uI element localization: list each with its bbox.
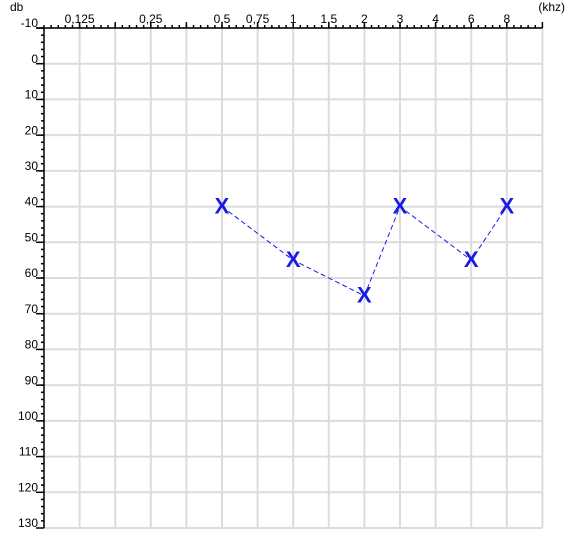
y-tick-label: 50 (25, 230, 39, 244)
x-axis-label: (khz) (538, 0, 565, 14)
y-tick-label: 10 (25, 88, 39, 102)
marker: X (357, 283, 372, 308)
y-axis-label: db (10, 0, 24, 14)
y-tick-label: 90 (25, 373, 39, 387)
y-tick-label: -10 (21, 16, 39, 30)
y-tick-label: 120 (18, 480, 38, 494)
x-tick-label: 0,25 (139, 12, 163, 26)
x-tick-label: 6 (468, 12, 475, 26)
marker: X (464, 247, 479, 272)
y-tick-label: 70 (25, 302, 39, 316)
y-tick-label: 0 (31, 52, 38, 66)
x-tick-label: 0,125 (65, 12, 95, 26)
marker: X (286, 247, 301, 272)
y-tick-label: 40 (25, 195, 39, 209)
y-tick-label: 130 (18, 516, 38, 530)
y-tick-label: 30 (25, 159, 39, 173)
x-tick-label: 0,75 (246, 12, 270, 26)
x-tick-label: 1,5 (320, 12, 337, 26)
x-tick-label: 8 (503, 12, 510, 26)
marker: X (215, 193, 230, 218)
y-tick-label: 100 (18, 409, 38, 423)
x-tick-label: 2 (361, 12, 368, 26)
x-tick-label: 0,5 (214, 12, 231, 26)
marker: X (393, 193, 408, 218)
y-tick-label: 110 (19, 445, 38, 459)
y-tick-label: 60 (25, 266, 39, 280)
x-tick-label: 3 (397, 12, 404, 26)
x-tick-label: 1 (290, 12, 297, 26)
x-tick-label: 4 (432, 12, 439, 26)
y-tick-label: 20 (25, 123, 39, 137)
y-tick-label: 80 (25, 338, 39, 352)
series-line (221, 205, 508, 297)
marker: X (499, 193, 514, 218)
